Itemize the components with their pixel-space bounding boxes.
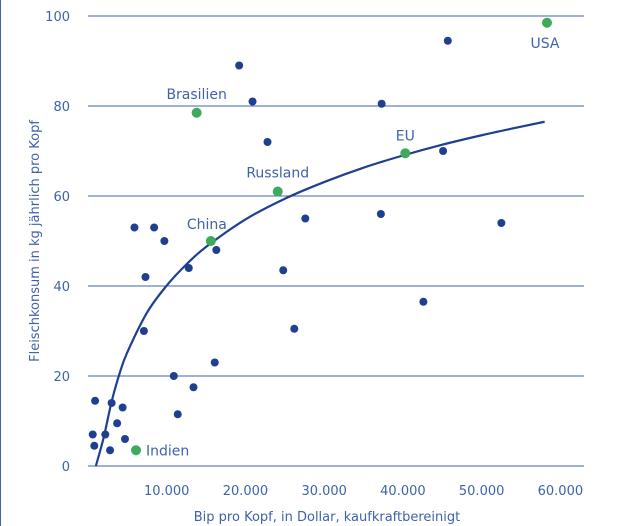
- data-point: [235, 61, 244, 70]
- data-point: [301, 214, 310, 223]
- data-point: [376, 210, 385, 218]
- data-point: [107, 399, 116, 407]
- data-point: [377, 99, 386, 108]
- data-point: [173, 410, 182, 419]
- data-point: [139, 327, 148, 335]
- data-point: [91, 396, 100, 405]
- data-point: [263, 138, 272, 146]
- data-point: [130, 223, 139, 232]
- point-label: USA: [531, 36, 560, 52]
- data-point: [210, 358, 219, 367]
- point-label: EU: [396, 128, 415, 144]
- y-tick-label: 40: [53, 280, 70, 295]
- x-tick-label: 60.000: [538, 484, 584, 499]
- y-tick-label: 0: [62, 460, 70, 475]
- data-point: [279, 266, 288, 275]
- highlighted-point: [272, 186, 283, 197]
- data-point: [443, 36, 452, 45]
- highlighted-point: [541, 17, 552, 28]
- data-point: [141, 273, 150, 281]
- data-point: [248, 97, 257, 106]
- data-point: [419, 297, 428, 306]
- data-point: [160, 237, 169, 245]
- point-label: Brasilien: [166, 87, 226, 103]
- data-point: [121, 435, 130, 443]
- highlighted-point: [131, 445, 142, 456]
- data-point: [212, 246, 221, 254]
- highlighted-point: [400, 148, 411, 159]
- data-points: [88, 17, 552, 456]
- point-label: Indien: [146, 443, 189, 459]
- y-tick-label: 60: [53, 190, 70, 205]
- trend-curve: [94, 120, 545, 467]
- data-point: [439, 147, 448, 155]
- data-point: [290, 324, 299, 333]
- data-point: [189, 383, 198, 392]
- data-point: [169, 372, 178, 380]
- y-axis-title: Fleischkonsum in kg jährlich pro Kopf: [28, 120, 43, 362]
- x-axis-ticks: 10.000 20.000 30.000 40.000 50.000 60.000: [144, 484, 583, 499]
- x-tick-label: 10.000: [144, 484, 190, 499]
- data-point: [497, 219, 506, 227]
- point-label: China: [187, 217, 227, 233]
- x-axis-title: Bip pro Kopf, in Dollar, kaufkraftberein…: [194, 510, 460, 525]
- x-tick-label: 20.000: [223, 484, 269, 499]
- data-point: [90, 441, 99, 450]
- y-tick-label: 80: [53, 100, 70, 115]
- y-tick-label: 20: [53, 370, 70, 385]
- highlighted-point: [205, 236, 216, 246]
- x-tick-label: 30.000: [301, 484, 347, 499]
- x-tick-label: 50.000: [459, 484, 505, 499]
- data-point: [184, 264, 193, 272]
- data-point: [101, 430, 110, 439]
- y-tick-label: 100: [45, 10, 70, 25]
- highlighted-point: [191, 107, 202, 118]
- data-point: [118, 403, 127, 412]
- point-label: Russland: [246, 166, 309, 182]
- data-point: [88, 430, 97, 439]
- point-labels: Indien Brasilien China Russland EU USA: [146, 36, 560, 460]
- y-axis-ticks: 0 20 40 60 80 100: [45, 10, 70, 475]
- data-point: [150, 223, 159, 232]
- data-point: [113, 419, 122, 428]
- x-tick-label: 40.000: [380, 484, 426, 499]
- data-point: [106, 446, 115, 455]
